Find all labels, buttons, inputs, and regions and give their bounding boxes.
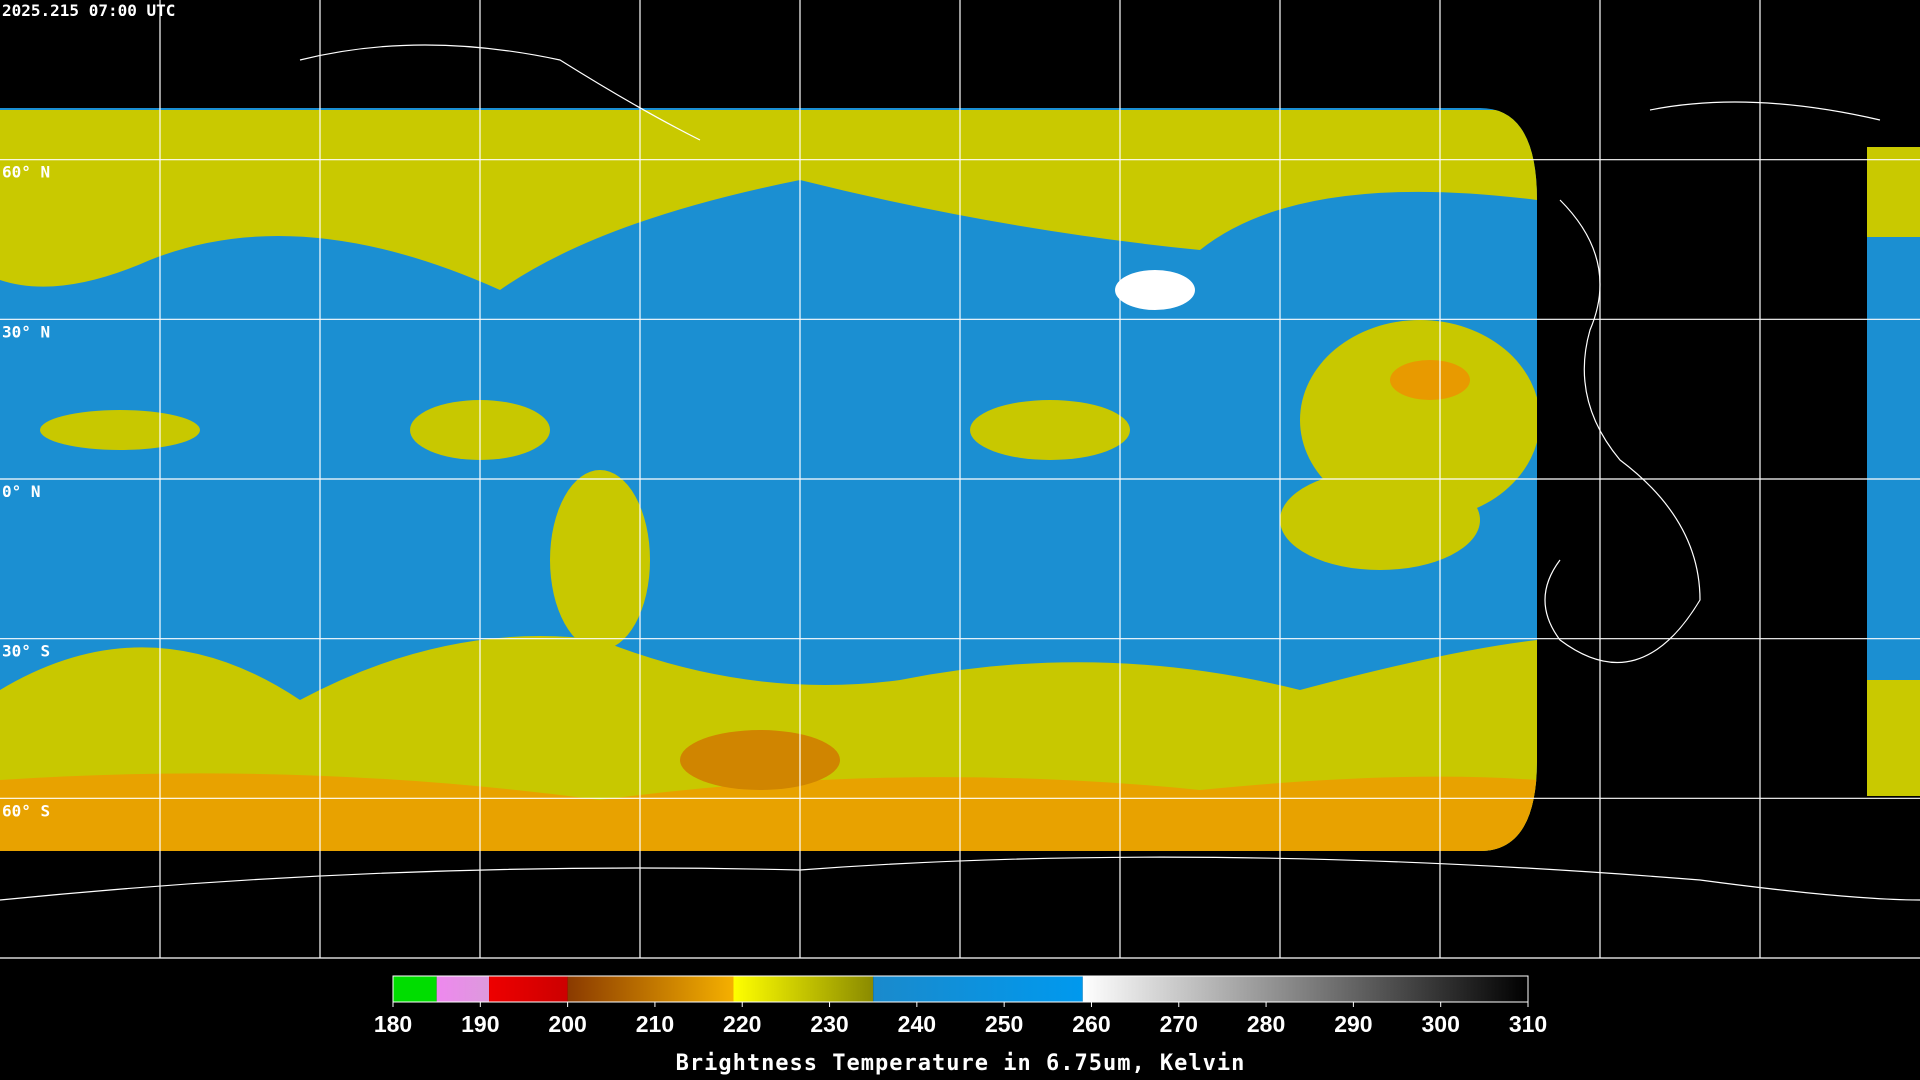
colorbar-tick-label: 190 <box>461 1011 499 1037</box>
colorbar-segment <box>393 976 437 1002</box>
colorbar-segment <box>436 976 490 1002</box>
colorbar-tick-label: 230 <box>810 1011 848 1037</box>
colorbar-tick-label: 200 <box>548 1011 586 1037</box>
colorbar-tick-label: 180 <box>374 1011 412 1037</box>
lat-label: 30° S <box>2 642 50 661</box>
colorbar-tick-label: 250 <box>985 1011 1023 1037</box>
colorbar-frame <box>392 975 1529 1003</box>
colorbar-segment <box>873 976 1083 1002</box>
lat-label: 0° N <box>2 482 41 501</box>
colorbar-tick-label: 300 <box>1422 1011 1460 1037</box>
lat-label: 60° S <box>2 801 50 820</box>
colorbar-segment <box>733 976 874 1002</box>
colorbar-tick-label: 240 <box>898 1011 936 1037</box>
colorbar-tick-label: 310 <box>1509 1011 1547 1037</box>
colorbar-tick-label: 220 <box>723 1011 761 1037</box>
colorbar-tick-label: 270 <box>1160 1011 1198 1037</box>
timestamp: 2025.215 07:00 UTC <box>2 1 175 20</box>
lat-label: 60° N <box>2 163 50 182</box>
colorbar-segment <box>1082 976 1528 1002</box>
colorbar-tick-label: 210 <box>636 1011 674 1037</box>
colorbar-tick-label: 280 <box>1247 1011 1285 1037</box>
colorbar-segment <box>567 976 734 1002</box>
colorbar-segment <box>489 976 568 1002</box>
colorbar-label: Brightness Temperature in 6.75um, Kelvin <box>676 1051 1246 1076</box>
lat-label: 30° N <box>2 322 50 341</box>
colorbar-tick-label: 260 <box>1072 1011 1110 1037</box>
coastlines <box>0 44 1920 901</box>
colorbar-tick-label: 290 <box>1334 1011 1372 1037</box>
